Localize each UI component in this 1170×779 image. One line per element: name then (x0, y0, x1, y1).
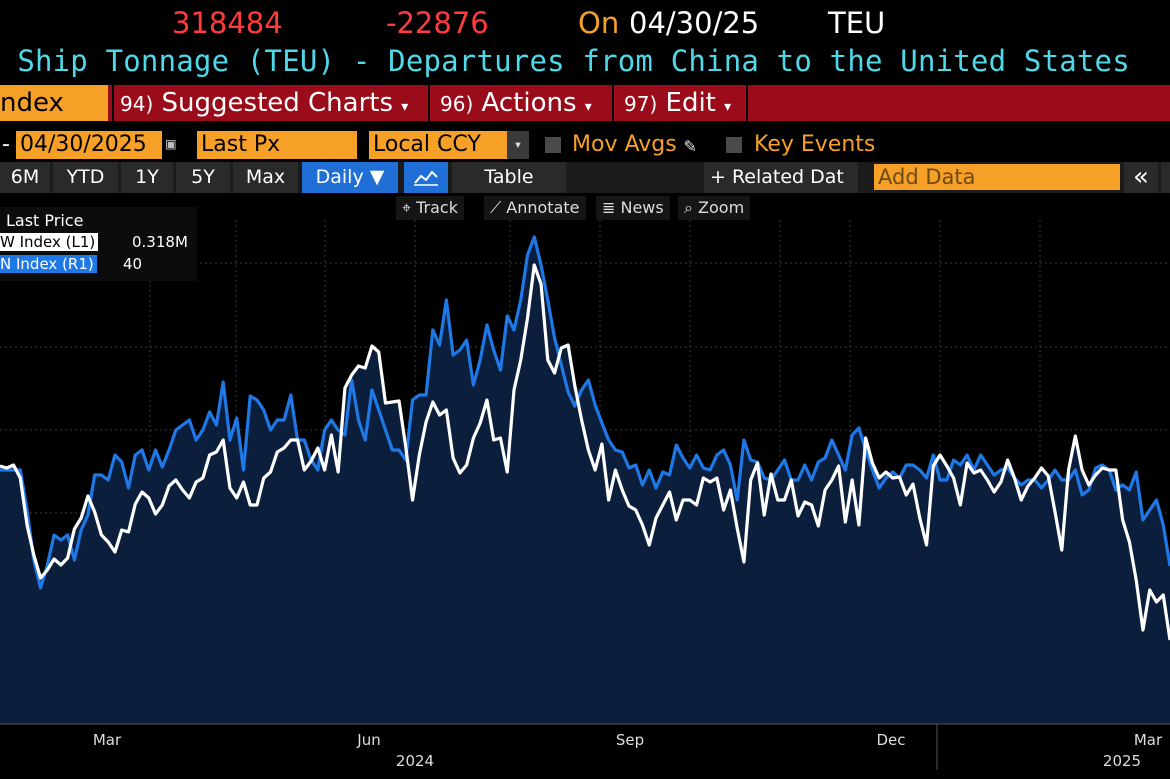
add-data-input[interactable]: Add Data (874, 164, 1120, 190)
on-label: On (578, 6, 620, 40)
menu-edit[interactable]: 97) Edit ▾ (624, 88, 732, 118)
legend-n-index-value: 40 (123, 255, 143, 273)
year-label-0: 2024 (396, 752, 434, 770)
unit-label: TEU (828, 6, 886, 40)
currency-field[interactable]: Local CCY (369, 131, 507, 159)
news-tool[interactable]: ≣ News (596, 196, 670, 220)
collapse-icon[interactable]: « (1124, 162, 1158, 193)
chart-grid (0, 220, 1170, 724)
series-line-n-index (0, 235, 1170, 590)
year-label-1: 2025 (1103, 752, 1141, 770)
end-date-field[interactable]: 04/30/2025 (16, 131, 162, 159)
pencil-icon[interactable]: ✎ (684, 133, 697, 157)
related-data-button[interactable]: + Related Dat (704, 162, 858, 193)
range-ytd[interactable]: YTD (53, 162, 118, 193)
legend-w-index-label[interactable]: W Index (L1) (0, 233, 99, 251)
toolbar-overflow[interactable] (1161, 162, 1170, 193)
range-6m[interactable]: 6M (0, 162, 50, 193)
table-button[interactable]: Table (452, 162, 566, 193)
range-1y[interactable]: 1Y (121, 162, 173, 193)
key-events-checkbox[interactable] (726, 137, 742, 153)
date-prefix: - (2, 132, 10, 157)
track-tool[interactable]: ⌖ Track (396, 196, 464, 220)
chart-legend: Last Price W Index (L1) 0.318M N Index (… (0, 207, 197, 281)
x-tick-label-2: Sep (616, 731, 644, 749)
calendar-icon[interactable]: ▣ (166, 134, 176, 153)
legend-n-index-label[interactable]: N Index (R1) (0, 255, 97, 273)
price-field[interactable]: Last Px (197, 131, 357, 159)
header-row: 318484 -22876 On 04/30/25 TEU (0, 0, 1170, 44)
menu-actions[interactable]: 96) Actions ▾ (440, 88, 592, 118)
change-value: -22876 (386, 6, 489, 40)
legend-w-index-value: 0.318M (132, 233, 188, 251)
legend-heading: Last Price (6, 211, 84, 230)
x-tick-label-1: Jun (356, 731, 380, 749)
range-max[interactable]: Max (233, 162, 298, 193)
menu-bar: ndex 94) Suggested Charts ▾ 96) Actions … (0, 85, 1170, 121)
series-line-w-index (0, 263, 1170, 641)
mov-avgs-checkbox[interactable] (545, 137, 561, 153)
frequency-dropdown[interactable]: Daily ▼ (302, 162, 398, 193)
x-axis-ticks: Mar Jun Sep Dec Mar 2024 2025 (93, 731, 1163, 770)
line-chart-icon[interactable] (404, 162, 448, 193)
x-tick-label-0: Mar (93, 731, 122, 749)
currency-dropdown-icon[interactable]: ▾ (507, 131, 529, 159)
annotate-tool[interactable]: ⟋ Annotate (484, 196, 586, 220)
range-5y[interactable]: 5Y (176, 162, 230, 193)
security-title: r Ship Tonnage (TEU) - Departures from C… (0, 44, 1130, 78)
as-of-date: 04/30/25 (629, 6, 760, 40)
zoom-tool[interactable]: ⌕ Zoom (678, 196, 751, 220)
mov-avgs-label: Mov Avgs (572, 132, 677, 157)
menu-suggested-charts[interactable]: 94) Suggested Charts ▾ (120, 88, 409, 118)
key-events-label: Key Events (754, 132, 876, 157)
last-value: 318484 (172, 6, 283, 40)
index-tab[interactable]: ndex (0, 85, 108, 121)
x-tick-label-4: Mar (1134, 731, 1163, 749)
area-fill (0, 237, 1170, 724)
x-tick-label-3: Dec (876, 731, 905, 749)
